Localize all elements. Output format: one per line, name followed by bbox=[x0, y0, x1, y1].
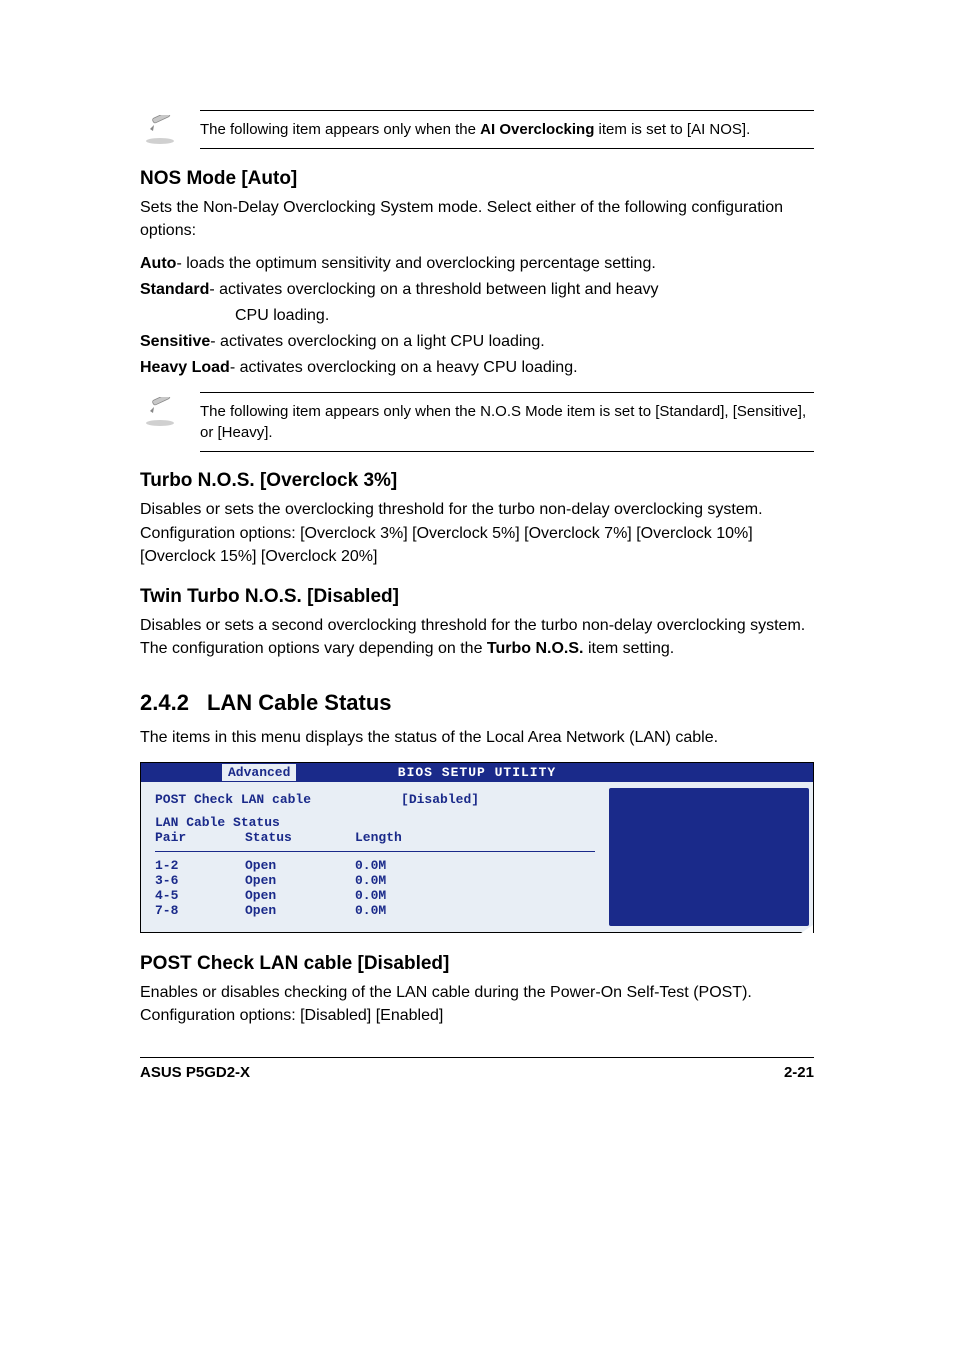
opt-term: Sensitive bbox=[140, 330, 210, 354]
note-block-2: The following item appears only when the… bbox=[140, 392, 814, 452]
cell-length: 0.0M bbox=[355, 873, 455, 888]
opt-desc: - activates overclocking on a heavy CPU … bbox=[230, 356, 578, 380]
opt-sensitive: Sensitive - activates overclocking on a … bbox=[140, 330, 814, 354]
cell-status: Open bbox=[245, 903, 355, 918]
twin-pre: Disables or sets a second overclocking t… bbox=[140, 617, 805, 657]
opt-heavy: Heavy Load - activates overclocking on a… bbox=[140, 356, 814, 380]
bios-setting-label: POST Check LAN cable bbox=[155, 792, 311, 807]
bios-right-panel bbox=[609, 788, 809, 926]
opt-term: Heavy Load bbox=[140, 356, 230, 380]
note-block-1: The following item appears only when the… bbox=[140, 110, 814, 150]
cell-status: Open bbox=[245, 873, 355, 888]
post-check-heading: POST Check LAN cable [Disabled] bbox=[140, 953, 814, 975]
cell-length: 0.0M bbox=[355, 888, 455, 903]
opt-desc: - activates overclocking on a light CPU … bbox=[210, 330, 544, 354]
bios-corner bbox=[801, 925, 813, 933]
twin-post: item setting. bbox=[584, 640, 675, 657]
opt-desc: - loads the optimum sensitivity and over… bbox=[176, 252, 655, 276]
cell-pair: 7-8 bbox=[155, 903, 245, 918]
lan-intro: The items in this menu displays the stat… bbox=[140, 726, 814, 749]
bios-divider bbox=[155, 851, 595, 852]
turbo-text: Disables or sets the overclocking thresh… bbox=[140, 498, 814, 568]
bios-screenshot: BIOS SETUP UTILITY Advanced POST Check L… bbox=[140, 762, 814, 933]
table-row: 1-2 Open 0.0M bbox=[155, 858, 595, 873]
twin-heading: Twin Turbo N.O.S. [Disabled] bbox=[140, 586, 814, 608]
cell-length: 0.0M bbox=[355, 858, 455, 873]
bios-setting-row: POST Check LAN cable [Disabled] bbox=[155, 792, 595, 807]
nos-mode-options: Auto - loads the optimum sensitivity and… bbox=[140, 252, 814, 380]
bios-h-length: Length bbox=[355, 830, 455, 845]
opt-standard-cont: CPU loading. bbox=[140, 304, 814, 328]
note1-post: item is set to [AI NOS]. bbox=[594, 121, 750, 138]
opt-standard: Standard - activates overclocking on a t… bbox=[140, 278, 814, 302]
opt-desc: - activates overclocking on a threshold … bbox=[209, 278, 658, 302]
section-number: 2.4.2 bbox=[140, 690, 189, 716]
bios-h-status: Status bbox=[245, 830, 355, 845]
note1-pre: The following item appears only when the bbox=[200, 121, 480, 138]
note1-bold: AI Overclocking bbox=[480, 121, 594, 138]
bios-left-panel: POST Check LAN cable [Disabled] LAN Cabl… bbox=[141, 786, 609, 928]
nos-mode-heading: NOS Mode [Auto] bbox=[140, 168, 814, 190]
cell-status: Open bbox=[245, 858, 355, 873]
pencil-icon bbox=[140, 110, 180, 150]
table-row: 7-8 Open 0.0M bbox=[155, 903, 595, 918]
footer-left: ASUS P5GD2-X bbox=[140, 1064, 250, 1081]
cell-pair: 1-2 bbox=[155, 858, 245, 873]
note-text-1: The following item appears only when the… bbox=[200, 110, 814, 149]
opt-cont: CPU loading. bbox=[140, 304, 329, 328]
footer-right: 2-21 bbox=[784, 1064, 814, 1081]
note-text-2: The following item appears only when the… bbox=[200, 392, 814, 452]
bios-setting-value: [Disabled] bbox=[401, 792, 479, 807]
bios-body: POST Check LAN cable [Disabled] LAN Cabl… bbox=[141, 786, 813, 928]
cell-pair: 4-5 bbox=[155, 888, 245, 903]
table-row: 3-6 Open 0.0M bbox=[155, 873, 595, 888]
bios-table-header: Pair Status Length bbox=[155, 830, 595, 845]
cell-status: Open bbox=[245, 888, 355, 903]
twin-text: Disables or sets a second overclocking t… bbox=[140, 614, 814, 660]
bios-tab-advanced: Advanced bbox=[221, 763, 297, 782]
cell-length: 0.0M bbox=[355, 903, 455, 918]
turbo-heading: Turbo N.O.S. [Overclock 3%] bbox=[140, 470, 814, 492]
nos-mode-intro: Sets the Non-Delay Overclocking System m… bbox=[140, 196, 814, 242]
bios-h-pair: Pair bbox=[155, 830, 245, 845]
table-row: 4-5 Open 0.0M bbox=[155, 888, 595, 903]
pencil-icon bbox=[140, 392, 180, 432]
bios-table-title: LAN Cable Status bbox=[155, 815, 595, 830]
opt-term: Standard bbox=[140, 278, 209, 302]
section-title: LAN Cable Status bbox=[207, 690, 392, 715]
opt-term: Auto bbox=[140, 252, 176, 276]
opt-auto: Auto - loads the optimum sensitivity and… bbox=[140, 252, 814, 276]
post-check-text: Enables or disables checking of the LAN … bbox=[140, 981, 814, 1027]
lan-section-heading: 2.4.2 LAN Cable Status bbox=[140, 690, 814, 716]
cell-pair: 3-6 bbox=[155, 873, 245, 888]
page-footer: ASUS P5GD2-X 2-21 bbox=[140, 1057, 814, 1081]
twin-bold: Turbo N.O.S. bbox=[487, 640, 584, 657]
